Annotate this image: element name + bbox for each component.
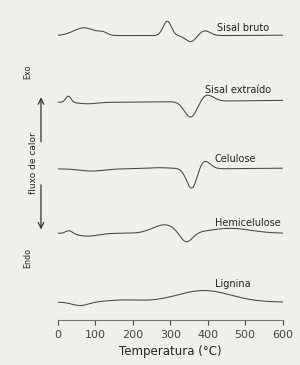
Text: Lignina: Lignina [215,279,250,289]
Text: Celulose: Celulose [215,154,256,164]
Text: Endo: Endo [23,248,32,268]
X-axis label: Temperatura (°C): Temperatura (°C) [119,345,221,358]
Text: fluxo de calor: fluxo de calor [28,132,38,194]
Text: Sisal bruto: Sisal bruto [217,23,269,32]
Text: Hemicelulose: Hemicelulose [215,218,280,227]
Text: Exo: Exo [23,64,32,79]
Text: Sisal extraído: Sisal extraído [206,85,272,95]
